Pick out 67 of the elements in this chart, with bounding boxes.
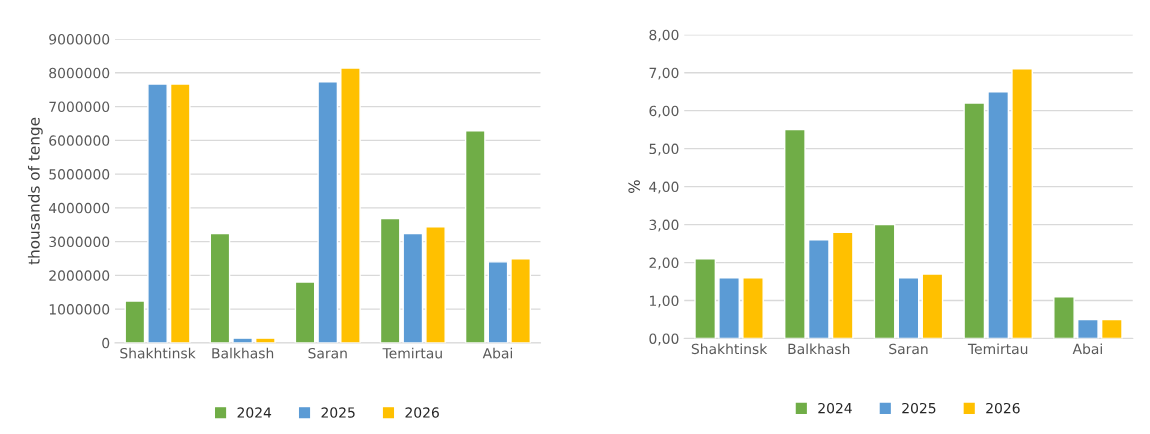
x-tick-label: Saran: [308, 347, 347, 359]
legend-label: 2025: [321, 407, 355, 418]
y-tick-label: 7000000: [49, 101, 110, 113]
bar: [897, 277, 920, 339]
y-tick-label: 1,00: [649, 295, 679, 308]
x-tick-label: Balkhash: [212, 347, 274, 359]
y-tick-label: 0: [102, 337, 110, 349]
legend-label: 2025: [902, 402, 936, 414]
bar: [317, 81, 339, 343]
bar: [1077, 318, 1099, 339]
bar: [1100, 318, 1123, 339]
bar: [340, 67, 361, 343]
bar: [487, 261, 509, 343]
bar: [742, 277, 764, 339]
bar: [124, 300, 146, 343]
bar: [873, 223, 896, 339]
bar: [209, 232, 231, 343]
bar: [510, 258, 531, 343]
x-tick-label: Saran: [889, 343, 928, 355]
bar: [255, 337, 276, 343]
bar: [1011, 68, 1033, 339]
y-tick-label: 4,00: [649, 181, 679, 194]
legend-label: 2024: [818, 402, 852, 414]
bar: [294, 281, 316, 343]
y-tick-label: 2000000: [49, 270, 110, 281]
bar: [379, 217, 401, 343]
bar: [402, 232, 424, 343]
bar: [831, 231, 854, 339]
y-tick-label: 8,00: [649, 29, 679, 42]
y-axis-title: thousands of tenge: [27, 117, 43, 265]
bar: [147, 83, 168, 343]
legend-label: 2026: [986, 402, 1020, 414]
legend-label: 2026: [405, 407, 439, 418]
bar: [169, 83, 191, 343]
bar: [1053, 296, 1075, 339]
y-tick-label: 6,00: [649, 105, 679, 118]
y-tick-label: 9000000: [49, 34, 110, 45]
bar: [718, 277, 740, 339]
y-axis-title: %: [628, 180, 640, 194]
bar: [694, 258, 717, 339]
bar: [987, 90, 1010, 339]
y-tick-label: 4000000: [48, 202, 110, 214]
x-tick-label: Temirtau: [967, 343, 1028, 355]
bar: [232, 337, 253, 343]
bar: [921, 273, 944, 339]
y-tick-label: 6000000: [49, 135, 110, 146]
bar: [425, 226, 446, 343]
x-tick-label: Abai: [1072, 343, 1102, 355]
y-tick-label: 1000000: [49, 304, 110, 315]
bar: [807, 239, 830, 339]
x-tick-label: Balkhash: [788, 343, 850, 355]
y-tick-label: 5,00: [649, 143, 679, 156]
y-tick-label: 2,00: [649, 257, 679, 270]
x-tick-label: Abai: [482, 347, 512, 359]
y-tick-label: 5000000: [49, 169, 110, 180]
bar: [464, 130, 486, 343]
legend-label: 2024: [237, 407, 272, 418]
y-tick-label: 3,00: [649, 219, 679, 232]
y-tick-label: 0,00: [649, 333, 679, 346]
bar: [784, 128, 806, 339]
y-tick-label: 8000000: [49, 67, 110, 79]
y-tick-label: 7,00: [649, 67, 679, 80]
bar: [963, 102, 986, 339]
x-tick-label: Temirtau: [382, 347, 442, 359]
y-tick-label: 3000000: [49, 236, 110, 248]
x-tick-label: Shakhtinsk: [120, 347, 196, 359]
x-tick-label: Shakhtinsk: [691, 343, 768, 355]
